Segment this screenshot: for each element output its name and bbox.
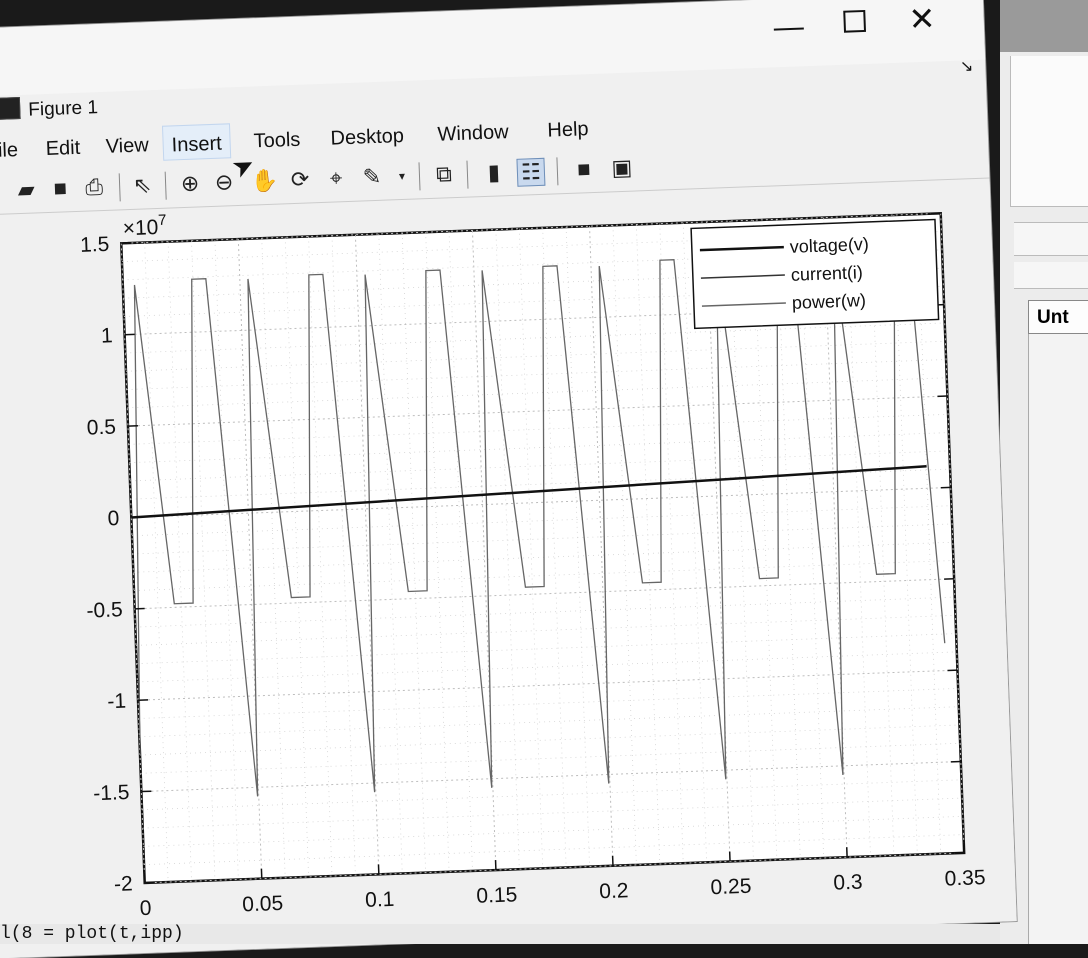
y-tick-label: -0.5	[86, 598, 123, 622]
menu-tools[interactable]: Tools	[245, 126, 309, 155]
matlab-figure-icon	[0, 97, 21, 120]
figure-window: — ✕ Figure 1 ↘ File Edit View Insert Too…	[0, 0, 1017, 958]
link-plot-icon[interactable]: ⧉	[430, 161, 457, 188]
background-tab-untitled[interactable]: Unt	[1028, 300, 1088, 334]
save-icon[interactable]: ■	[47, 175, 74, 202]
dock-arrow-icon[interactable]: ↘	[960, 56, 974, 76]
menu-window[interactable]: Window	[429, 119, 517, 149]
menu-help[interactable]: Help	[539, 116, 597, 145]
zoom-out-icon[interactable]: ⊖	[211, 169, 238, 196]
toolbar-separator	[119, 173, 121, 201]
plot-area: 0 0.05 0.1 0.15 0.2 0.25 0.3 0.35 -2 -1.5 -1 -0.5 0 0…	[0, 181, 1017, 958]
pointer-icon[interactable]: ⇖	[129, 172, 156, 199]
pan-hand-icon[interactable]: ✋	[251, 168, 278, 195]
toolbar-separator	[165, 172, 167, 200]
maximize-button[interactable]	[843, 8, 866, 39]
colorbar-icon[interactable]: ▮	[480, 159, 507, 186]
zoom-in-icon[interactable]: ⊕	[177, 170, 204, 197]
rotate-3d-icon[interactable]: ⟳	[287, 166, 314, 193]
x-tick-label: 0.25	[710, 875, 752, 899]
legend-label: current(i)	[791, 262, 864, 285]
maximize-icon	[843, 10, 866, 33]
background-titlebar	[1000, 0, 1088, 52]
menu-view[interactable]: View	[97, 132, 157, 161]
x-tick-label: 0.2	[599, 879, 629, 903]
show-plot-tools-icon[interactable]: ▣	[608, 154, 635, 181]
background-window: Unt	[1000, 0, 1088, 944]
background-toolbar-row-2	[1014, 262, 1088, 289]
y-tick-label: 0.5	[86, 416, 116, 440]
menu-edit[interactable]: Edit	[37, 135, 88, 164]
legend-label: voltage(v)	[789, 234, 869, 257]
y-exponent-label: ×107	[122, 212, 167, 241]
x-tick-label: 0.3	[833, 871, 863, 895]
background-editor-body	[1028, 334, 1088, 944]
y-tick-label: 1.5	[80, 233, 110, 257]
legend-label: power(w)	[792, 290, 867, 313]
title-bar: — ✕	[0, 0, 985, 97]
x-tick-label: 0.15	[476, 883, 518, 907]
brush-icon[interactable]: ✎	[359, 164, 386, 191]
y-tick-label: -1.5	[93, 781, 130, 805]
toolbar-separator	[466, 161, 468, 189]
close-button[interactable]: ✕	[908, 3, 936, 34]
background-panel	[1010, 56, 1088, 207]
window-title: Figure 1	[0, 94, 98, 123]
window-title-text: Figure 1	[28, 97, 98, 121]
menu-insert[interactable]: Insert	[162, 123, 231, 160]
toolbar-separator	[556, 157, 558, 185]
x-tick-label: 0.05	[242, 892, 284, 916]
brush-dropdown-icon[interactable]: ▾	[389, 163, 416, 190]
y-tick-label: 0	[107, 507, 120, 530]
minimize-button[interactable]: —	[773, 12, 804, 43]
new-figure-icon[interactable]: ▯	[0, 178, 6, 205]
x-tick-label: 0.1	[365, 888, 395, 912]
chart: 0 0.05 0.1 0.15 0.2 0.25 0.3 0.35 -2 -1.5 -1 -0.5 0 0…	[0, 181, 1017, 958]
y-tick-label: -1	[107, 690, 127, 714]
toolbar-separator	[418, 162, 420, 190]
legend[interactable]: voltage(v) current(i) power(w)	[691, 220, 939, 329]
x-tick-label: 0.35	[944, 866, 986, 890]
hide-plot-tools-icon[interactable]: ■	[570, 156, 597, 183]
x-tick-label: 0	[139, 897, 152, 920]
y-tick-label: 1	[101, 324, 114, 347]
y-tick-label: -2	[114, 872, 134, 896]
background-toolbar-row	[1014, 222, 1088, 256]
menu-file[interactable]: File	[0, 137, 27, 166]
menu-desktop[interactable]: Desktop	[322, 123, 412, 153]
open-file-icon[interactable]: ▰	[13, 176, 40, 203]
print-icon[interactable]: ⎙	[81, 174, 108, 201]
legend-icon[interactable]: ☷	[516, 158, 545, 187]
data-cursor-icon[interactable]: ⌖	[323, 165, 350, 192]
command-window-text: l(8 = plot(t,ipp)	[0, 924, 1000, 944]
